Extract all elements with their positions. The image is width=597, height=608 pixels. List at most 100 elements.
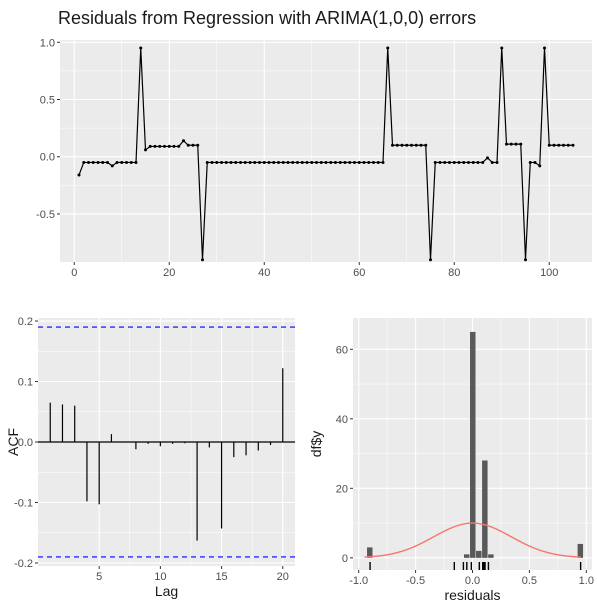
residual-point [476, 160, 480, 164]
residual-point [220, 160, 223, 164]
residual-point [182, 139, 185, 143]
residual-point [509, 142, 513, 146]
residual-point [177, 144, 181, 148]
residual-point [452, 160, 456, 164]
residual-point [129, 160, 133, 164]
residual-point [239, 160, 242, 164]
acf-y-axis-label: ACF [5, 428, 21, 456]
residual-point [224, 160, 228, 164]
residual-point [490, 160, 494, 164]
chart-title: Residuals from Regression with ARIMA(1,0… [58, 8, 477, 28]
residual-point [486, 156, 489, 160]
residuals-y-tick-label: 1.0 [40, 37, 55, 49]
residual-point [414, 143, 418, 147]
residual-point [557, 143, 561, 147]
residuals-x-tick-label: 100 [540, 267, 558, 279]
residual-point [524, 258, 527, 262]
histogram-x-axis-label: residuals [444, 587, 500, 603]
residual-point [386, 46, 390, 50]
residual-point [291, 160, 295, 164]
residual-point [353, 160, 356, 164]
residual-point [158, 144, 162, 148]
residual-point [96, 160, 100, 164]
residual-point [348, 160, 352, 164]
acf-y-tick-label: 0.0 [18, 437, 33, 449]
acf-x-axis-label: Lag [155, 583, 178, 599]
residual-point [139, 46, 143, 50]
histogram-y-tick-label: 60 [336, 344, 348, 356]
residual-point [101, 160, 105, 164]
residual-point [495, 160, 499, 164]
histogram-y-tick-label: 0 [342, 553, 348, 565]
residual-point [262, 160, 266, 164]
residual-point [500, 46, 504, 50]
residual-point [253, 160, 257, 164]
histogram-y-axis-label: df$y [308, 431, 324, 457]
residual-point [324, 160, 328, 164]
residual-point [505, 142, 508, 146]
residual-point [372, 160, 375, 164]
residual-point [191, 143, 195, 147]
residuals-y-tick-label: 0.0 [40, 152, 55, 164]
residual-point [433, 160, 437, 164]
residual-point [376, 160, 380, 164]
histogram-x-tick-label: -0.5 [406, 575, 425, 587]
residual-point [547, 143, 551, 147]
residual-point [395, 143, 399, 147]
residual-point [471, 160, 475, 164]
histogram-y-tick-label: 20 [336, 483, 348, 495]
normal-density-curve [364, 522, 581, 558]
acf-y-tick-label: -0.2 [14, 558, 33, 570]
histogram-y-tick-label: 40 [336, 414, 348, 426]
residual-point [125, 160, 128, 164]
residual-point [215, 160, 219, 164]
residual-point [281, 160, 285, 164]
residual-point [167, 144, 171, 148]
residual-point [210, 160, 214, 164]
histogram-x-tick-label: -1.0 [349, 575, 368, 587]
histogram-bar [577, 543, 584, 558]
residual-point [186, 143, 190, 147]
residual-point [77, 173, 81, 177]
acf-x-tick-label: 5 [96, 571, 102, 583]
residual-point [538, 164, 542, 168]
histogram-bar [476, 550, 482, 558]
residual-point [196, 143, 200, 147]
residual-point [533, 160, 537, 164]
residual-point [329, 160, 333, 164]
residual-point [82, 160, 86, 164]
residual-point [357, 160, 361, 164]
residual-point [334, 160, 337, 164]
residual-point [410, 143, 413, 147]
residual-point [229, 160, 233, 164]
residual-point [315, 160, 318, 164]
residual-point [438, 160, 442, 164]
residuals-x-tick-label: 20 [163, 267, 175, 279]
residual-point [296, 160, 299, 164]
residuals-x-tick-label: 80 [448, 267, 460, 279]
acf-x-tick-label: 10 [154, 571, 166, 583]
residual-point [381, 160, 385, 164]
residual-point [552, 143, 556, 147]
residual-point [481, 160, 485, 164]
residual-point [367, 160, 371, 164]
residual-point [528, 160, 532, 164]
acf-y-tick-label: 0.2 [18, 316, 33, 328]
residual-point [300, 160, 304, 164]
residuals-y-tick-label: 0.5 [40, 95, 55, 107]
residual-point [448, 160, 451, 164]
residual-point [400, 143, 404, 147]
residual-point [443, 160, 447, 164]
residual-point [467, 160, 470, 164]
residual-point [286, 160, 290, 164]
residual-point [343, 160, 347, 164]
residuals-y-tick-label: -0.5 [36, 209, 55, 221]
residual-point [134, 160, 138, 164]
histogram-bar [367, 547, 373, 558]
histogram-bar [488, 554, 494, 558]
residual-point [272, 160, 276, 164]
acf-x-tick-label: 20 [277, 571, 289, 583]
residual-point [277, 160, 280, 164]
residual-point [248, 160, 252, 164]
residual-point [562, 143, 565, 147]
